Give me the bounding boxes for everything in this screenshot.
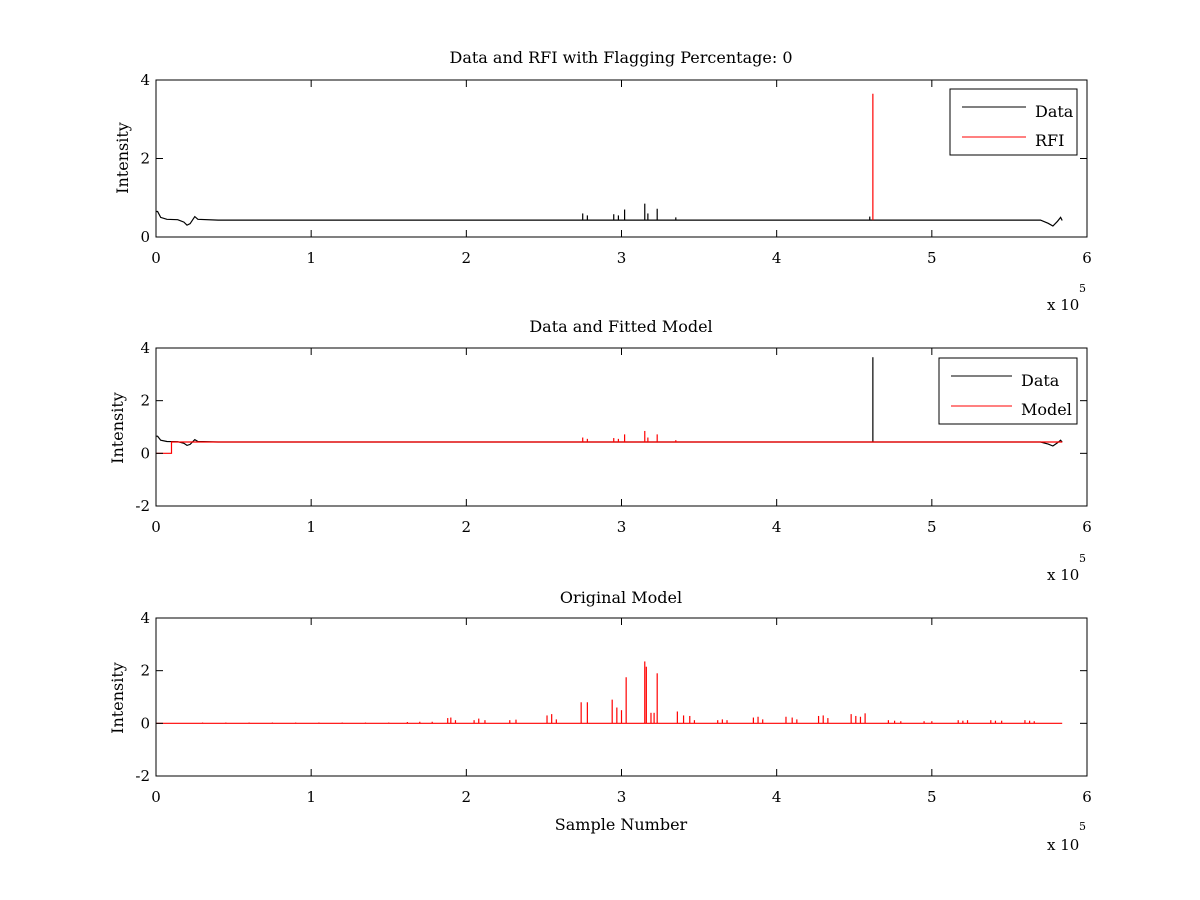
axes-2-xtick-label: 0: [151, 518, 161, 536]
axes-3-xtick-label: 2: [462, 788, 472, 806]
axes-1: Data and RFI with Flagging Percentage: 0…: [113, 48, 1092, 314]
axes-1-legend-box: [949, 88, 1078, 156]
axes-1-ytick-label: 0: [140, 228, 150, 246]
axes-2-xtick-label: 4: [772, 518, 782, 536]
axes-2-legend-model-label: Model: [1021, 400, 1072, 419]
axes-1-legend: Data RFI: [949, 88, 1078, 156]
axes-1-x-multiplier-base: x 10: [1047, 296, 1079, 314]
axes-1-legend-data-label: Data: [1035, 102, 1074, 121]
axes-1-xtick-label: 3: [617, 249, 627, 267]
axes-3-xlabel: Sample Number: [555, 815, 688, 834]
axes-1-xtick-label: 5: [927, 249, 937, 267]
axes-2-xtick-label: 3: [617, 518, 627, 536]
axes-2-ytick-label: 0: [140, 444, 150, 462]
axes-2-series-model-line: [156, 441, 1063, 454]
axes-1-ytick-label: 4: [140, 71, 150, 89]
axes-3-title: Original Model: [560, 588, 682, 607]
axes-1-ylabel: Intensity: [113, 122, 132, 194]
axes-2-x-multiplier: x 10 5: [1047, 552, 1086, 584]
axes-1-x-multiplier: x 10 5: [1047, 282, 1086, 314]
axes-3-ytick-label: 4: [140, 609, 150, 627]
axes-2-xtick-label: 1: [306, 518, 316, 536]
axes-2-series-data-line: [156, 435, 1063, 447]
axes-1-xtick-label: 6: [1082, 249, 1092, 267]
axes-2-xtick-label: 6: [1082, 518, 1092, 536]
axes-2-ylabel: Intensity: [108, 392, 127, 464]
axes-1-x-multiplier-exponent: 5: [1079, 282, 1086, 295]
axes-2-legend: Data Model: [938, 357, 1078, 425]
axes-2-ytick-label: 4: [140, 339, 150, 357]
axes-1-xtick-label: 4: [772, 249, 782, 267]
axes-3-ytick-label: 2: [140, 662, 150, 680]
axes-2-ytick-label: -2: [135, 497, 150, 515]
axes-2-xtick-label: 2: [462, 518, 472, 536]
axes-3-ylabel: Intensity: [108, 662, 127, 734]
axes-2-ytick-label: 2: [140, 392, 150, 410]
axes-1-title: Data and RFI with Flagging Percentage: 0: [449, 48, 792, 67]
axes-3-xtick-label: 1: [306, 788, 316, 806]
axes-1-plot-area: [156, 93, 1063, 227]
axes-2-legend-box: [938, 357, 1078, 425]
axes-1-legend-rfi-label: RFI: [1035, 131, 1064, 150]
axes-3-x-multiplier: x 10 5: [1047, 820, 1086, 854]
axes-3-ytick-label: -2: [135, 767, 150, 785]
axes-3-xtick-label: 3: [617, 788, 627, 806]
axes-2-title: Data and Fitted Model: [529, 317, 712, 336]
axes-3-xtick-label: 4: [772, 788, 782, 806]
axes-3-xtick-label: 0: [151, 788, 161, 806]
axes-1-ytick-label: 2: [140, 150, 150, 168]
axes-3-x-multiplier-base: x 10: [1047, 836, 1079, 854]
axes-2-xtick-label: 5: [927, 518, 937, 536]
axes-1-ticks: 0 1 2 3 4 5 6 0 2 4: [140, 71, 1091, 267]
axes-3-ytick-label: 0: [140, 714, 150, 732]
axes-1-series-data-line: [156, 210, 1063, 227]
axes-2-x-multiplier-exponent: 5: [1079, 552, 1086, 565]
axes-1-xtick-label: 0: [151, 249, 161, 267]
axes-2-plot-area: [156, 357, 1063, 454]
axes-1-xtick-label: 2: [462, 249, 472, 267]
axes-3-xtick-label: 6: [1082, 788, 1092, 806]
axes-1-xtick-label: 1: [306, 249, 316, 267]
axes-3-plot-area: [156, 661, 1063, 724]
axes-2-x-multiplier-base: x 10: [1047, 566, 1079, 584]
axes-3-x-multiplier-exponent: 5: [1079, 820, 1086, 833]
axes-2: Data and Fitted Model Intensity 0 1 2 3 4 5 6 -…: [108, 317, 1092, 584]
axes-2-legend-data-label: Data: [1021, 371, 1060, 390]
axes-3-xtick-label: 5: [927, 788, 937, 806]
